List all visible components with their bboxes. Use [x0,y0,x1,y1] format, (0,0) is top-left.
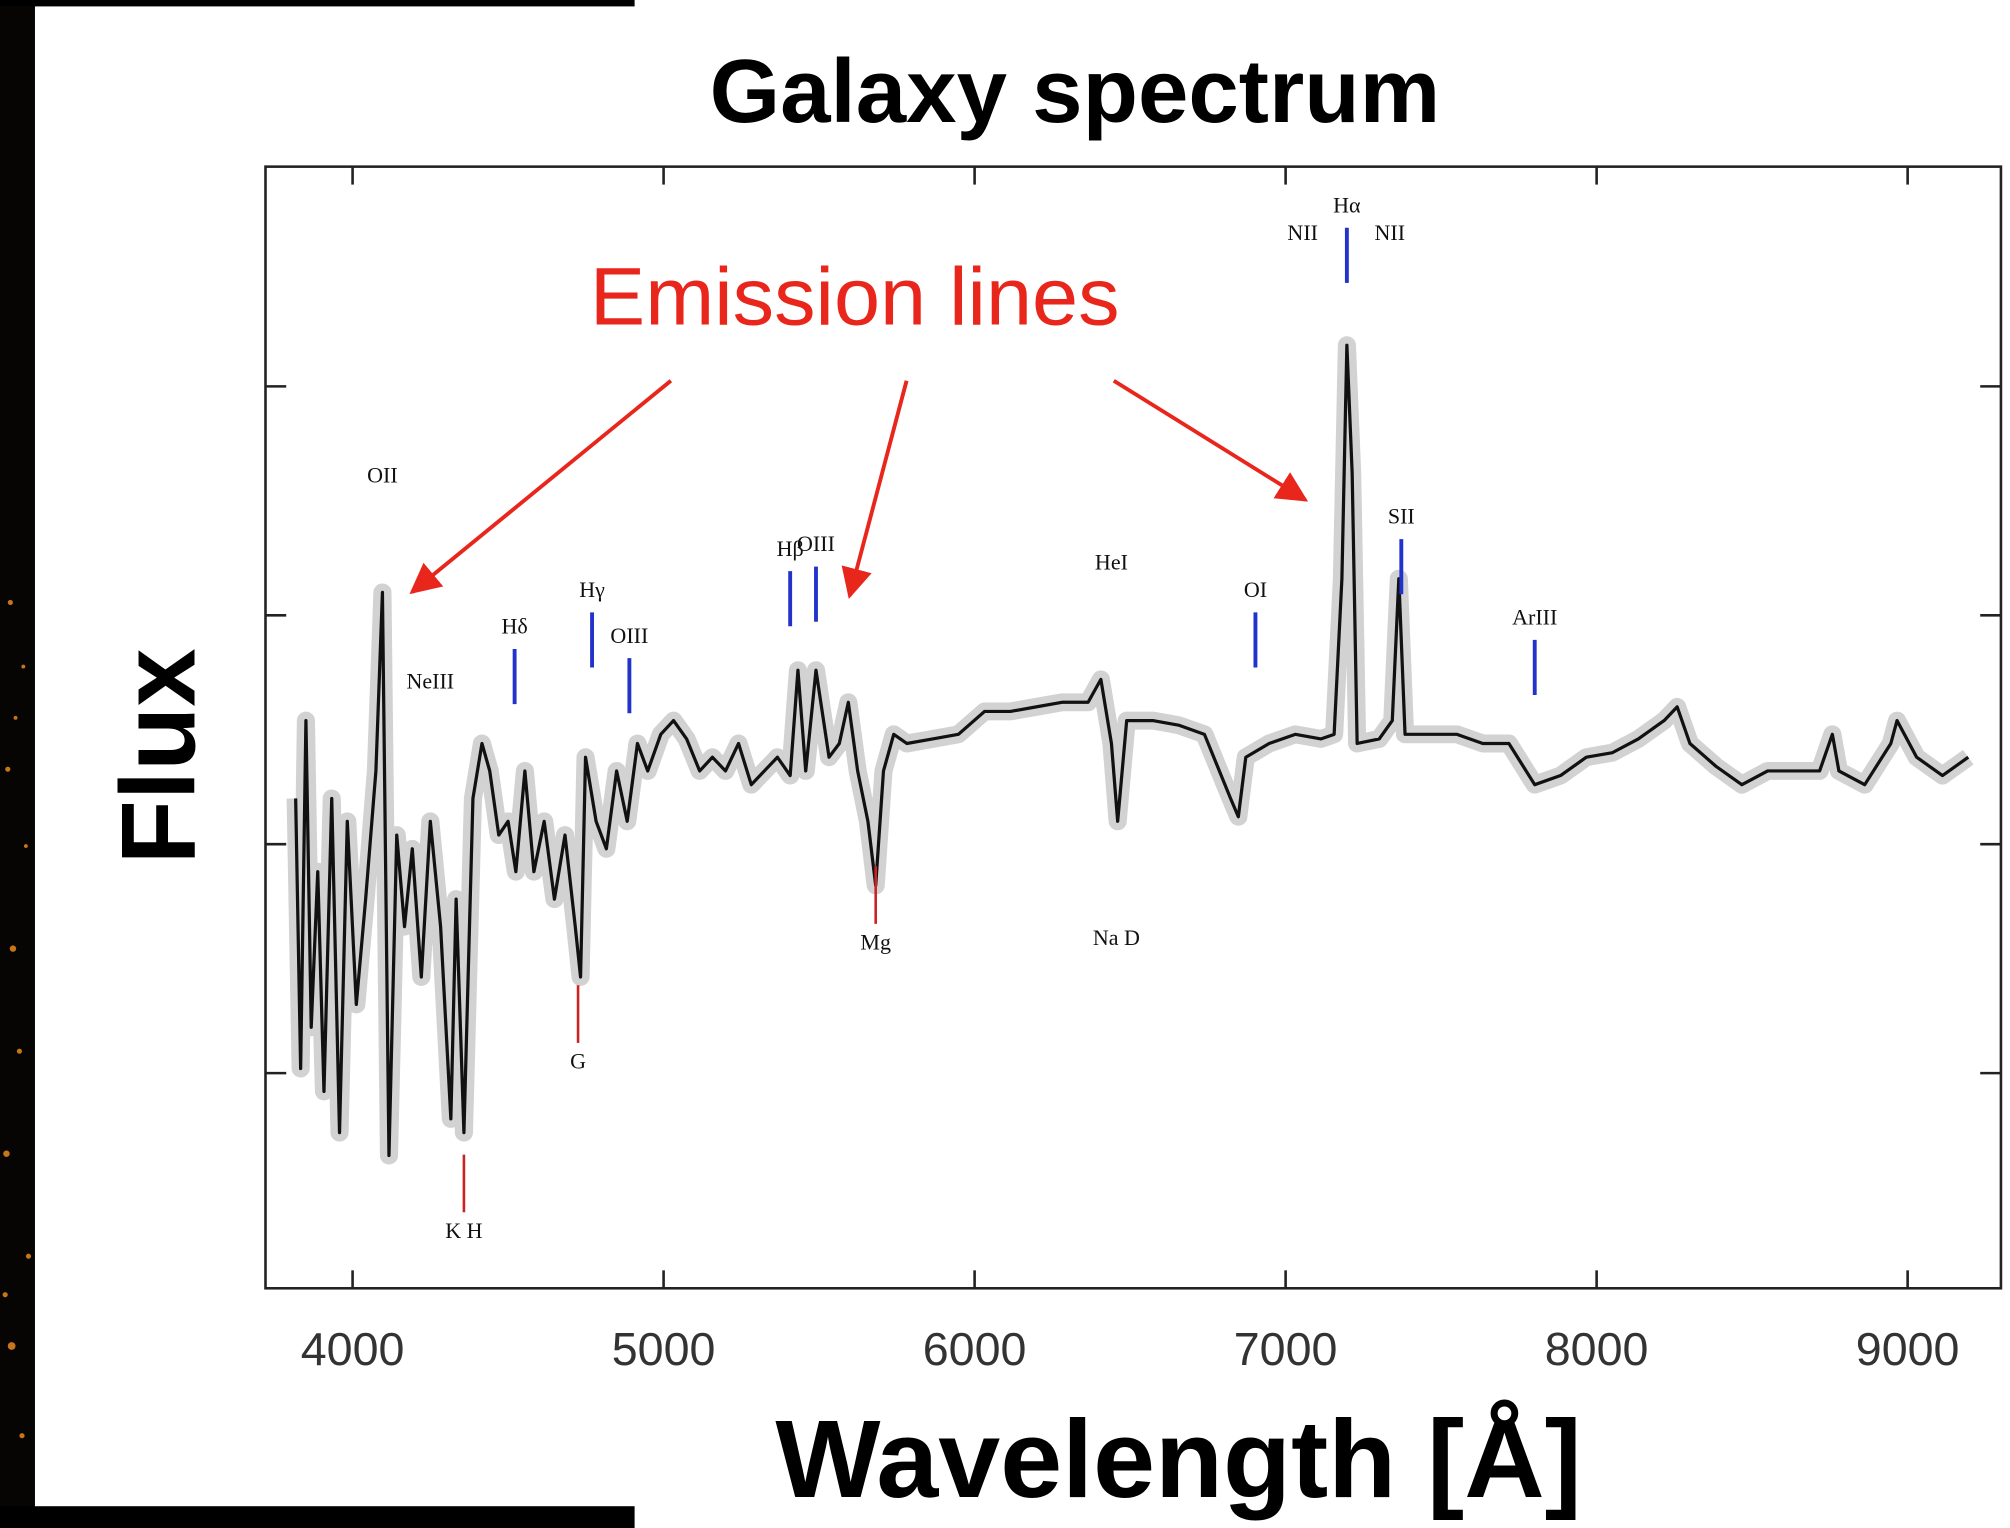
line-label: K H [445,1218,482,1243]
line-label: OIII [797,531,835,556]
callout: Emission lines [590,251,1120,343]
chart-title: Galaxy spectrum [710,41,1441,141]
line-label: SII [1388,504,1415,529]
plot-frame [264,165,2003,1290]
x-tick-label: 5000 [612,1323,716,1375]
frame-top [0,0,635,7]
line-label: OI [1244,577,1267,602]
line-label: HeI [1095,550,1128,575]
x-tick-label: 4000 [301,1323,405,1375]
line-label: NII [1287,220,1318,245]
frame-bottom [0,1506,635,1528]
line-label: OII [367,463,398,488]
line-label: Hγ [579,577,605,602]
spectrum-noise [286,336,1974,1165]
line-label: G [570,1049,586,1074]
x-tick-label: 6000 [923,1323,1027,1375]
line-label: OIII [610,623,648,648]
side-image [0,0,35,1528]
x-tick-label: 8000 [1545,1323,1649,1375]
callout-arrows [409,379,1309,600]
line-label: Hδ [501,614,527,639]
line-label: NeIII [407,669,455,694]
x-tick-label: 7000 [1234,1323,1338,1375]
line-label: Hβ [777,536,804,561]
line-label: NII [1375,220,1406,245]
spectrum-line [294,343,1970,1158]
x-tick-label: 9000 [1856,1323,1960,1375]
line-label: Na D [1093,925,1140,950]
line-label: ArIII [1512,605,1557,630]
x-axis-label: Wavelength [Å] [775,1399,1581,1521]
line-label: Hα [1333,193,1360,218]
line-label: Mg [860,930,891,955]
y-axis-label: Flux [99,648,218,864]
side-image-dots [2,599,32,1439]
